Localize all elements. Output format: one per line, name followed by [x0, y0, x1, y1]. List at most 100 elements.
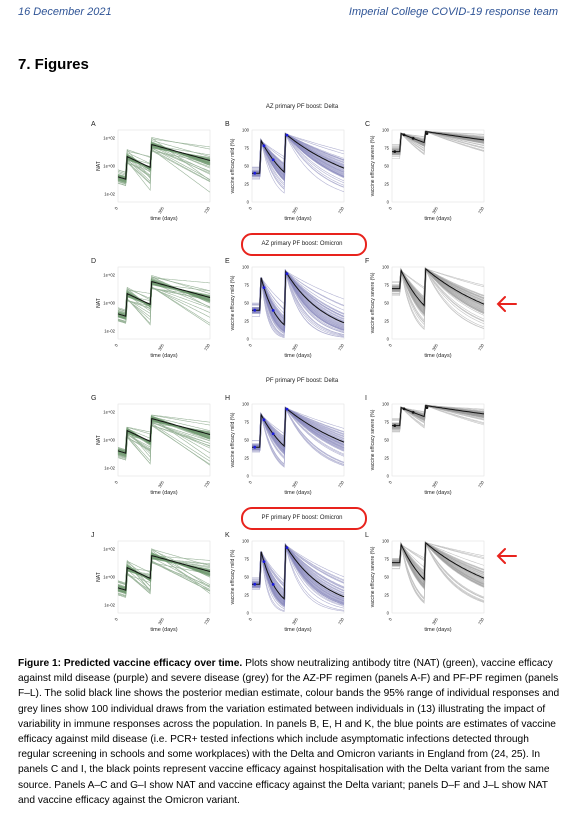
x-tick-label: 365: [431, 205, 439, 214]
individual-draw: [252, 270, 345, 310]
panel-letter: F: [365, 258, 369, 265]
median-line: [252, 543, 345, 600]
x-tick-label: 365: [291, 342, 299, 351]
x-tick-label: 730: [337, 616, 345, 625]
y-tick-label: 1e+00: [103, 301, 115, 306]
y-tick-label: 75: [244, 557, 249, 562]
individual-draw: [252, 272, 345, 338]
panel-letter: C: [365, 121, 370, 128]
individual-draw: [117, 561, 211, 597]
individual-draw: [117, 286, 211, 325]
individual-draw: [252, 134, 345, 194]
y-axis-label: vaccine efficacy mild (%): [230, 275, 236, 330]
x-tick-label: 730: [477, 342, 485, 351]
individual-draw: [252, 546, 345, 608]
x-tick-label: 365: [291, 479, 299, 488]
y-tick-label: 1e+02: [103, 547, 115, 552]
individual-draw: [392, 542, 485, 568]
band-line: [392, 541, 485, 591]
individual-draw: [392, 543, 485, 603]
y-tick-label: 0: [387, 611, 390, 616]
individual-draw: [392, 268, 485, 291]
median-line: [117, 280, 211, 317]
median-line: [117, 417, 211, 454]
panel: A NAT 1e+02 1e+00 1e-02 0 365 730 time (days): [91, 121, 211, 222]
section-title: 7. Figures: [18, 56, 89, 73]
individual-draw: [392, 542, 485, 564]
estimate-point: [262, 418, 266, 422]
row-title: PF primary PF boost: Omicron: [261, 515, 342, 521]
band-line: [252, 271, 345, 333]
individual-draw: [117, 561, 211, 597]
y-tick-label: 1e-02: [104, 466, 115, 471]
individual-draw: [117, 548, 211, 585]
estimate-point: [402, 407, 406, 411]
y-tick-label: 50: [244, 438, 249, 443]
y-tick-label: 1e+00: [103, 164, 115, 169]
y-tick-label: 100: [382, 265, 390, 270]
median-line: [252, 269, 345, 326]
estimate-point: [262, 560, 266, 564]
y-axis-label: NAT: [96, 572, 102, 582]
x-tick-label: 0: [247, 479, 253, 484]
individual-draw: [117, 548, 211, 588]
y-axis-label: vaccine efficacy severe (%): [370, 272, 376, 333]
y-axis-label: NAT: [96, 435, 102, 445]
band-line: [252, 406, 345, 456]
x-tick-label: 0: [113, 616, 119, 621]
band-line: [117, 141, 211, 178]
band-line: [392, 267, 485, 317]
median-line: [117, 554, 211, 591]
x-tick-label: 0: [113, 205, 119, 210]
x-axis-label: time (days): [424, 627, 451, 633]
figure-caption: Figure 1: Predicted vaccine efficacy ove…: [18, 656, 560, 808]
estimate-point: [425, 132, 429, 135]
y-tick-label: 100: [242, 265, 250, 270]
y-tick-label: 25: [384, 319, 389, 324]
individual-draw: [252, 133, 345, 190]
panel: J NAT 1e+02 1e+00 1e-02 0 365 730 time (days): [91, 532, 211, 633]
y-axis-label: vaccine efficacy severe (%): [370, 546, 376, 607]
y-tick-label: 0: [247, 200, 250, 205]
caption-label: Figure 1: Predicted vaccine efficacy ove…: [18, 658, 243, 669]
median-line: [392, 130, 485, 153]
individual-draw: [252, 272, 345, 336]
x-tick-label: 730: [477, 479, 485, 488]
band-line: [392, 404, 485, 425]
panel-letter: L: [365, 532, 369, 539]
individual-draw: [252, 546, 345, 610]
x-tick-label: 0: [247, 616, 253, 621]
estimate-point: [253, 171, 257, 175]
individual-draw: [117, 148, 211, 184]
x-tick-label: 0: [387, 205, 393, 210]
y-tick-label: 50: [384, 438, 389, 443]
individual-draw: [392, 269, 485, 330]
individual-draw: [252, 408, 345, 468]
estimate-point: [393, 150, 397, 153]
y-tick-label: 1e+00: [103, 438, 115, 443]
y-tick-label: 1e-02: [104, 192, 115, 197]
band-line: [252, 545, 345, 607]
x-axis-label: time (days): [150, 216, 177, 222]
individual-draw: [117, 421, 211, 457]
estimate-point: [285, 133, 289, 137]
estimate-point: [262, 144, 266, 148]
y-tick-label: 0: [247, 474, 250, 479]
x-axis-label: time (days): [150, 353, 177, 359]
x-tick-label: 0: [113, 479, 119, 484]
y-tick-label: 1e+02: [103, 410, 115, 415]
panel-letter: K: [225, 532, 230, 539]
annotation-circle: [241, 507, 367, 530]
x-tick-label: 730: [203, 342, 211, 351]
individual-draw: [392, 268, 485, 324]
x-tick-label: 730: [203, 205, 211, 214]
x-axis-label: time (days): [424, 490, 451, 496]
individual-draw: [117, 423, 211, 466]
estimate-point: [402, 133, 406, 137]
y-axis-label: vaccine efficacy severe (%): [370, 135, 376, 196]
band-line: [117, 278, 211, 315]
individual-draw: [252, 272, 345, 337]
